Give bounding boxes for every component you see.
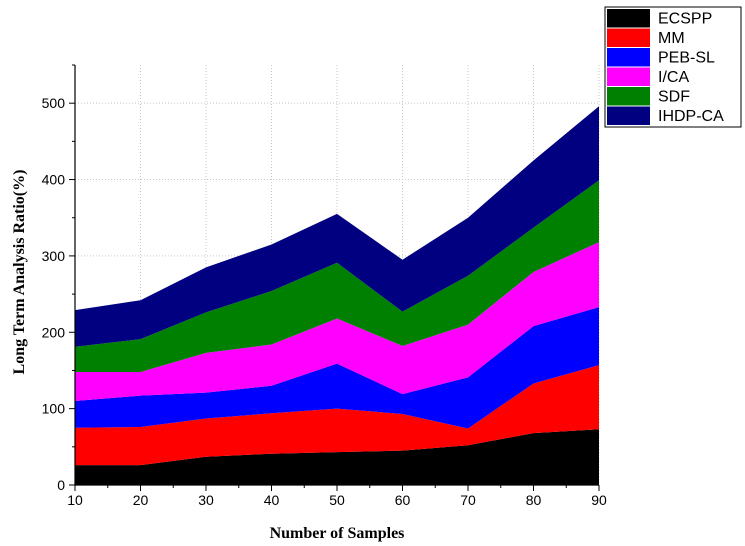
area-ihdp-ca [75,106,599,347]
legend-label-peb-sl: PEB-SL [658,50,715,67]
x-tick-label: 80 [526,492,542,508]
area-peb-sl [75,307,599,429]
x-tick-label: 20 [133,492,149,508]
legend-label-ecspp: ECSPP [658,11,712,28]
y-tick-label: 200 [42,324,66,340]
legend-label-i-ca: I/CA [658,69,689,86]
legend-swatch-i-ca [607,67,650,86]
y-tick-label: 300 [42,248,66,264]
x-axis-ticks: 10 20 30 40 50 60 70 80 90 [67,485,607,508]
x-tick-label: 70 [460,492,476,508]
y-tick-label: 0 [57,477,65,493]
y-axis-ticks: 0 100 200 300 400 500 [42,64,75,493]
y-tick-label: 100 [42,401,66,417]
y-tick-label: 500 [42,95,66,111]
legend-label-mm: MM [658,30,685,47]
x-tick-label: 50 [329,492,345,508]
legend: ECSPP MM PEB-SL I/CA SDF IHDP-CA [604,6,742,128]
x-tick-label: 40 [264,492,280,508]
area-i-ca [75,242,599,401]
area-ecspp [75,429,599,485]
legend-swatch-sdf [607,87,650,106]
legend-label-sdf: SDF [658,89,690,106]
x-tick-label: 90 [591,492,607,508]
area-sdf [75,180,599,372]
y-axis-title: Long Term Analysis Ratio(%) [11,170,28,375]
legend-label-ihdp-ca: IHDP-CA [658,108,724,125]
y-tick-label: 400 [42,172,66,188]
x-tick-label: 10 [67,492,83,508]
area-series [75,106,599,485]
x-tick-label: 60 [395,492,411,508]
legend-swatch-ihdp-ca [607,106,650,125]
area-mm [75,365,599,466]
legend-swatch-peb-sl [607,48,650,67]
x-tick-label: 30 [198,492,214,508]
legend-swatch-ecspp [607,9,650,28]
x-axis-title: Number of Samples [270,525,405,542]
legend-swatch-mm [607,28,650,47]
